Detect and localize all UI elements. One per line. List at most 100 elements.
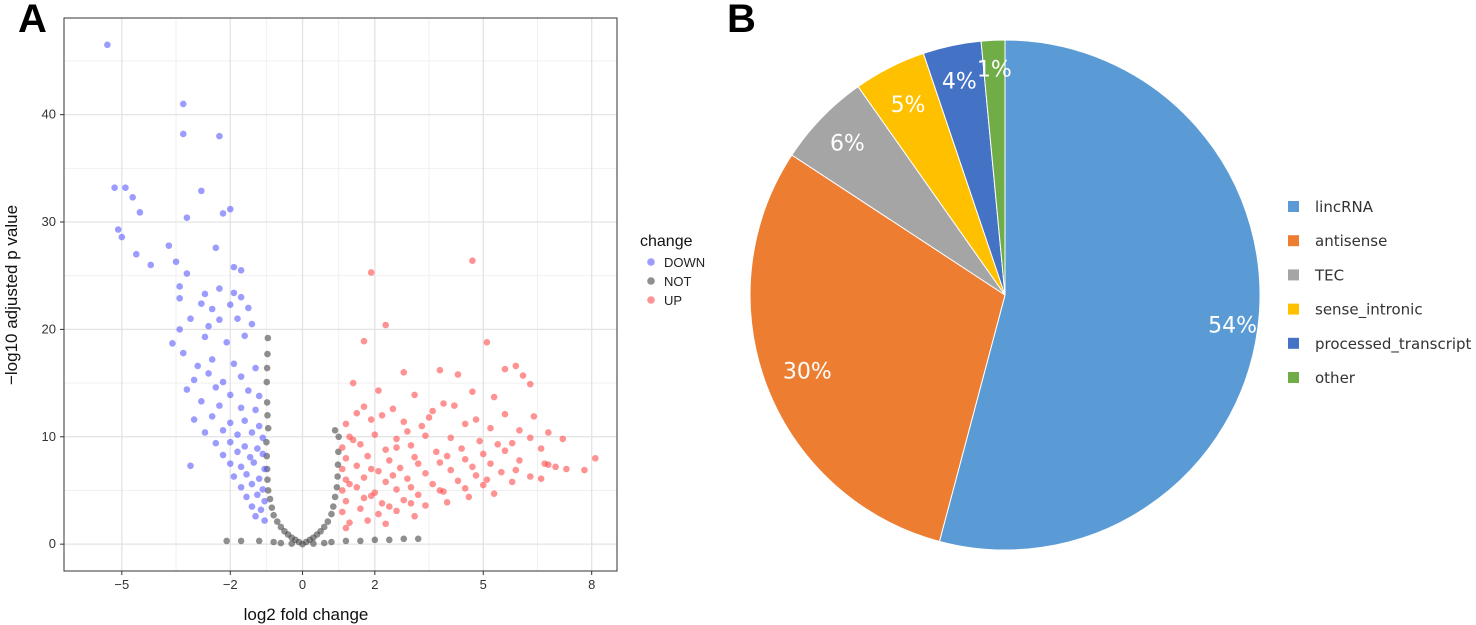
point-up: [440, 400, 447, 407]
point-up: [537, 445, 545, 452]
point-up: [382, 446, 389, 453]
point-down: [205, 322, 212, 330]
point-down: [230, 263, 238, 271]
point-up: [353, 409, 361, 417]
point-up: [425, 414, 433, 421]
point-not: [334, 473, 341, 480]
legend-swatch-down: [647, 258, 655, 266]
point-not: [414, 535, 422, 543]
point-up: [382, 520, 389, 528]
point-not: [263, 364, 271, 372]
point-up: [501, 410, 509, 418]
point-up: [501, 447, 509, 455]
point-down: [248, 503, 256, 510]
data-points: [104, 41, 599, 548]
point-up: [364, 452, 371, 460]
point-up: [360, 337, 368, 345]
point-down: [176, 294, 183, 302]
point-down: [183, 386, 191, 393]
point-down: [179, 100, 187, 108]
point-up: [465, 493, 473, 501]
point-up: [516, 457, 523, 464]
point-up: [400, 418, 408, 426]
point-up: [378, 500, 386, 507]
legend-title: change: [640, 233, 693, 250]
point-up: [447, 434, 455, 442]
point-down: [254, 445, 261, 452]
legend-label-not: NOT: [664, 274, 692, 289]
point-up: [461, 485, 469, 492]
point-down: [223, 338, 230, 346]
point-up: [339, 465, 346, 473]
point-up: [461, 456, 469, 463]
legend-label-sense-intronic: sense_intronic: [1315, 301, 1423, 320]
y-axis-title: −log10 adjusted p value: [2, 205, 21, 385]
point-up: [508, 439, 516, 447]
legend-label-tec: TEC: [1314, 266, 1344, 284]
point-up: [454, 477, 462, 485]
point-up: [526, 473, 534, 480]
point-up: [451, 402, 458, 409]
point-up: [443, 452, 451, 460]
point-up: [552, 463, 559, 471]
pie-percent-label: 4%: [942, 70, 977, 95]
point-up: [389, 472, 397, 479]
point-down: [261, 497, 268, 505]
point-up: [469, 257, 476, 264]
point-up: [411, 453, 418, 461]
point-up: [342, 454, 350, 462]
point-down: [237, 293, 245, 301]
point-up: [349, 379, 357, 387]
point-down: [230, 473, 238, 480]
point-down: [226, 391, 234, 399]
point-up: [559, 435, 567, 443]
scatter-legend: change DOWN NOT UP: [640, 233, 705, 308]
point-up: [472, 416, 480, 423]
pie-percent-label: 1%: [977, 57, 1012, 82]
point-up: [422, 502, 429, 509]
point-up: [385, 457, 393, 464]
point-down: [198, 398, 205, 405]
pie-percent-label: 5%: [891, 93, 926, 118]
point-up: [389, 405, 397, 413]
point-down: [114, 226, 122, 233]
point-not: [324, 518, 332, 525]
point-down: [261, 517, 268, 524]
point-not: [329, 503, 337, 510]
point-up: [414, 460, 422, 467]
point-down: [245, 387, 252, 394]
point-not: [255, 537, 263, 545]
point-down: [243, 493, 250, 501]
point-up: [487, 460, 494, 467]
point-up: [472, 472, 480, 479]
point-not: [263, 378, 271, 386]
point-up: [407, 500, 415, 507]
point-down: [257, 506, 265, 514]
point-down: [183, 270, 191, 277]
point-down: [248, 480, 256, 488]
point-not: [264, 487, 272, 494]
legend-label-other: other: [1315, 369, 1356, 387]
point-up: [396, 464, 404, 472]
pie-percent-label: 54%: [1208, 314, 1257, 339]
x-tick-label: 5: [480, 577, 487, 592]
point-up: [411, 512, 418, 520]
point-up: [357, 505, 364, 513]
point-down: [208, 305, 216, 313]
x-tick-label: 8: [588, 577, 595, 592]
point-down: [245, 304, 252, 312]
volcano-plot: −5 −2 0 2 5 8 0 10 20 30 40 log2 fold change −log…: [2, 17, 705, 624]
point-down: [216, 316, 223, 324]
point-up: [349, 436, 357, 444]
point-down: [216, 402, 223, 409]
point-up: [411, 391, 418, 399]
point-down: [226, 460, 234, 467]
point-up: [526, 434, 534, 442]
point-up: [469, 463, 476, 471]
point-down: [165, 242, 173, 249]
point-up: [581, 466, 588, 474]
point-up: [407, 483, 415, 491]
point-not: [288, 540, 296, 547]
point-down: [201, 333, 209, 341]
